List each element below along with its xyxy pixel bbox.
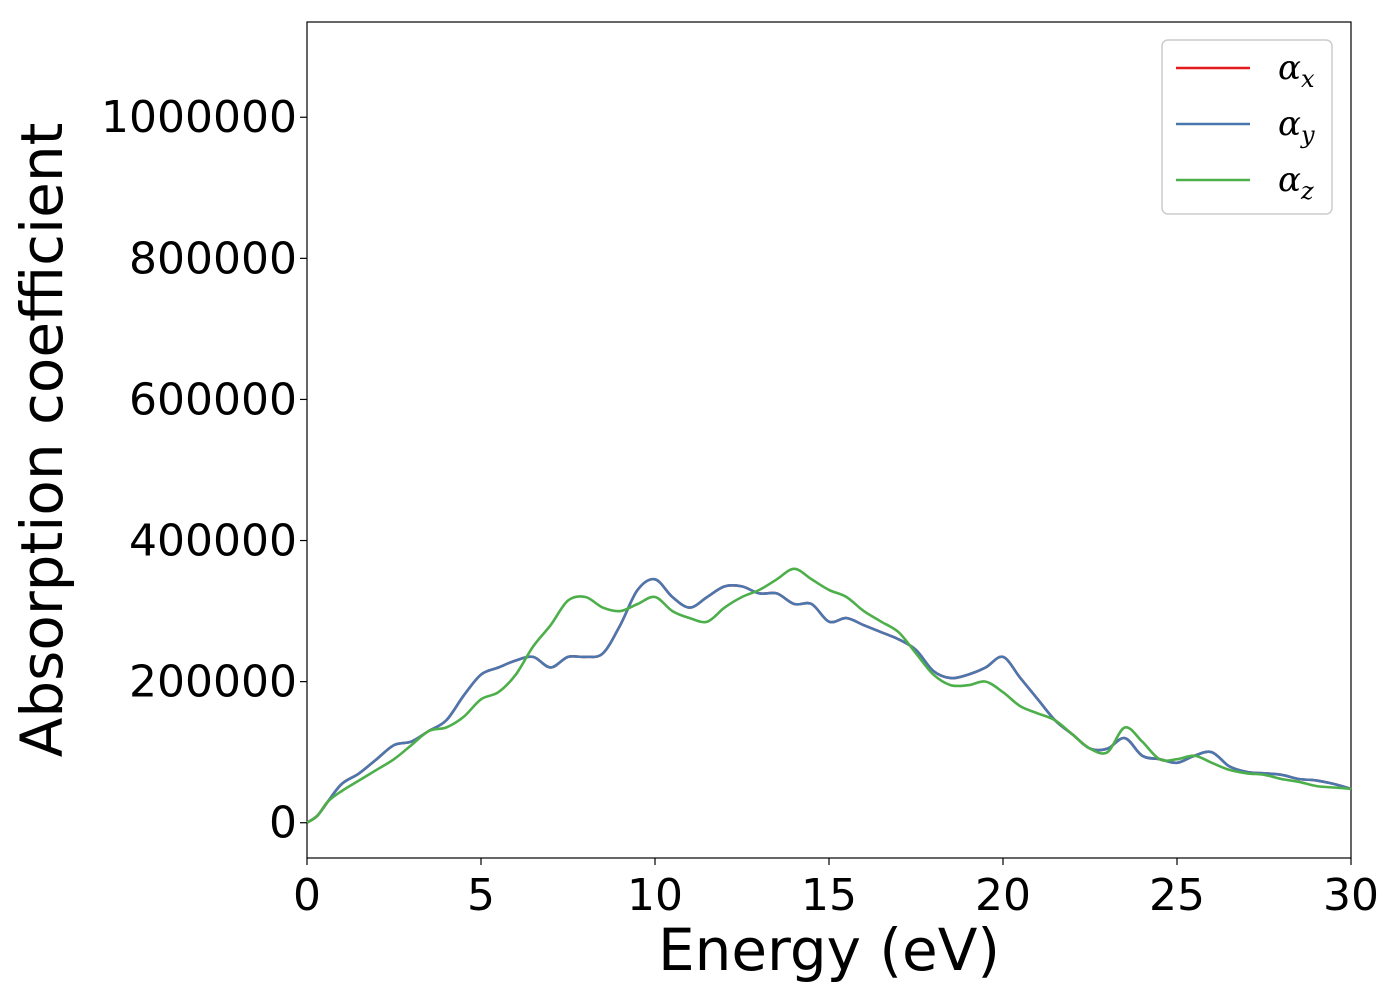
legend-entry-alpha-x: αx	[1176, 48, 1315, 93]
x-tick-label: 15	[801, 870, 857, 921]
y-tick-label: 600000	[129, 374, 297, 425]
y-tick-label: 1000000	[101, 92, 297, 143]
y-tick-label: 400000	[129, 516, 297, 567]
x-tick-label: 0	[293, 870, 321, 921]
legend-box	[1161, 39, 1333, 215]
series-line-alpha-z	[306, 567, 1352, 824]
x-tick-label: 25	[1149, 870, 1205, 921]
x-tick-label: 20	[975, 870, 1031, 921]
x-axis-label: Energy (eV)	[658, 916, 1000, 984]
y-tick-label: 800000	[129, 233, 297, 284]
series-line-alpha-y	[306, 577, 1352, 824]
y-axis-label: Absorption coefficient	[8, 123, 76, 758]
plot-area: 0 5 10 15 20 25 30 0 200000 400000 600000 800000 10…	[101, 21, 1379, 921]
y-axis-ticks: 0 200000 400000 600000 800000 1000000	[101, 92, 307, 849]
series-layer	[306, 567, 1352, 824]
legend-label: αx	[1278, 48, 1315, 93]
x-tick-label: 10	[627, 870, 683, 921]
x-axis-ticks: 0 5 10 15 20 25 30	[293, 858, 1379, 921]
x-tick-label: 5	[467, 870, 495, 921]
y-tick-label: 0	[269, 798, 297, 849]
x-tick-label: 30	[1323, 870, 1379, 921]
y-tick-label: 200000	[129, 657, 297, 708]
series-line-alpha-x	[306, 577, 1352, 824]
